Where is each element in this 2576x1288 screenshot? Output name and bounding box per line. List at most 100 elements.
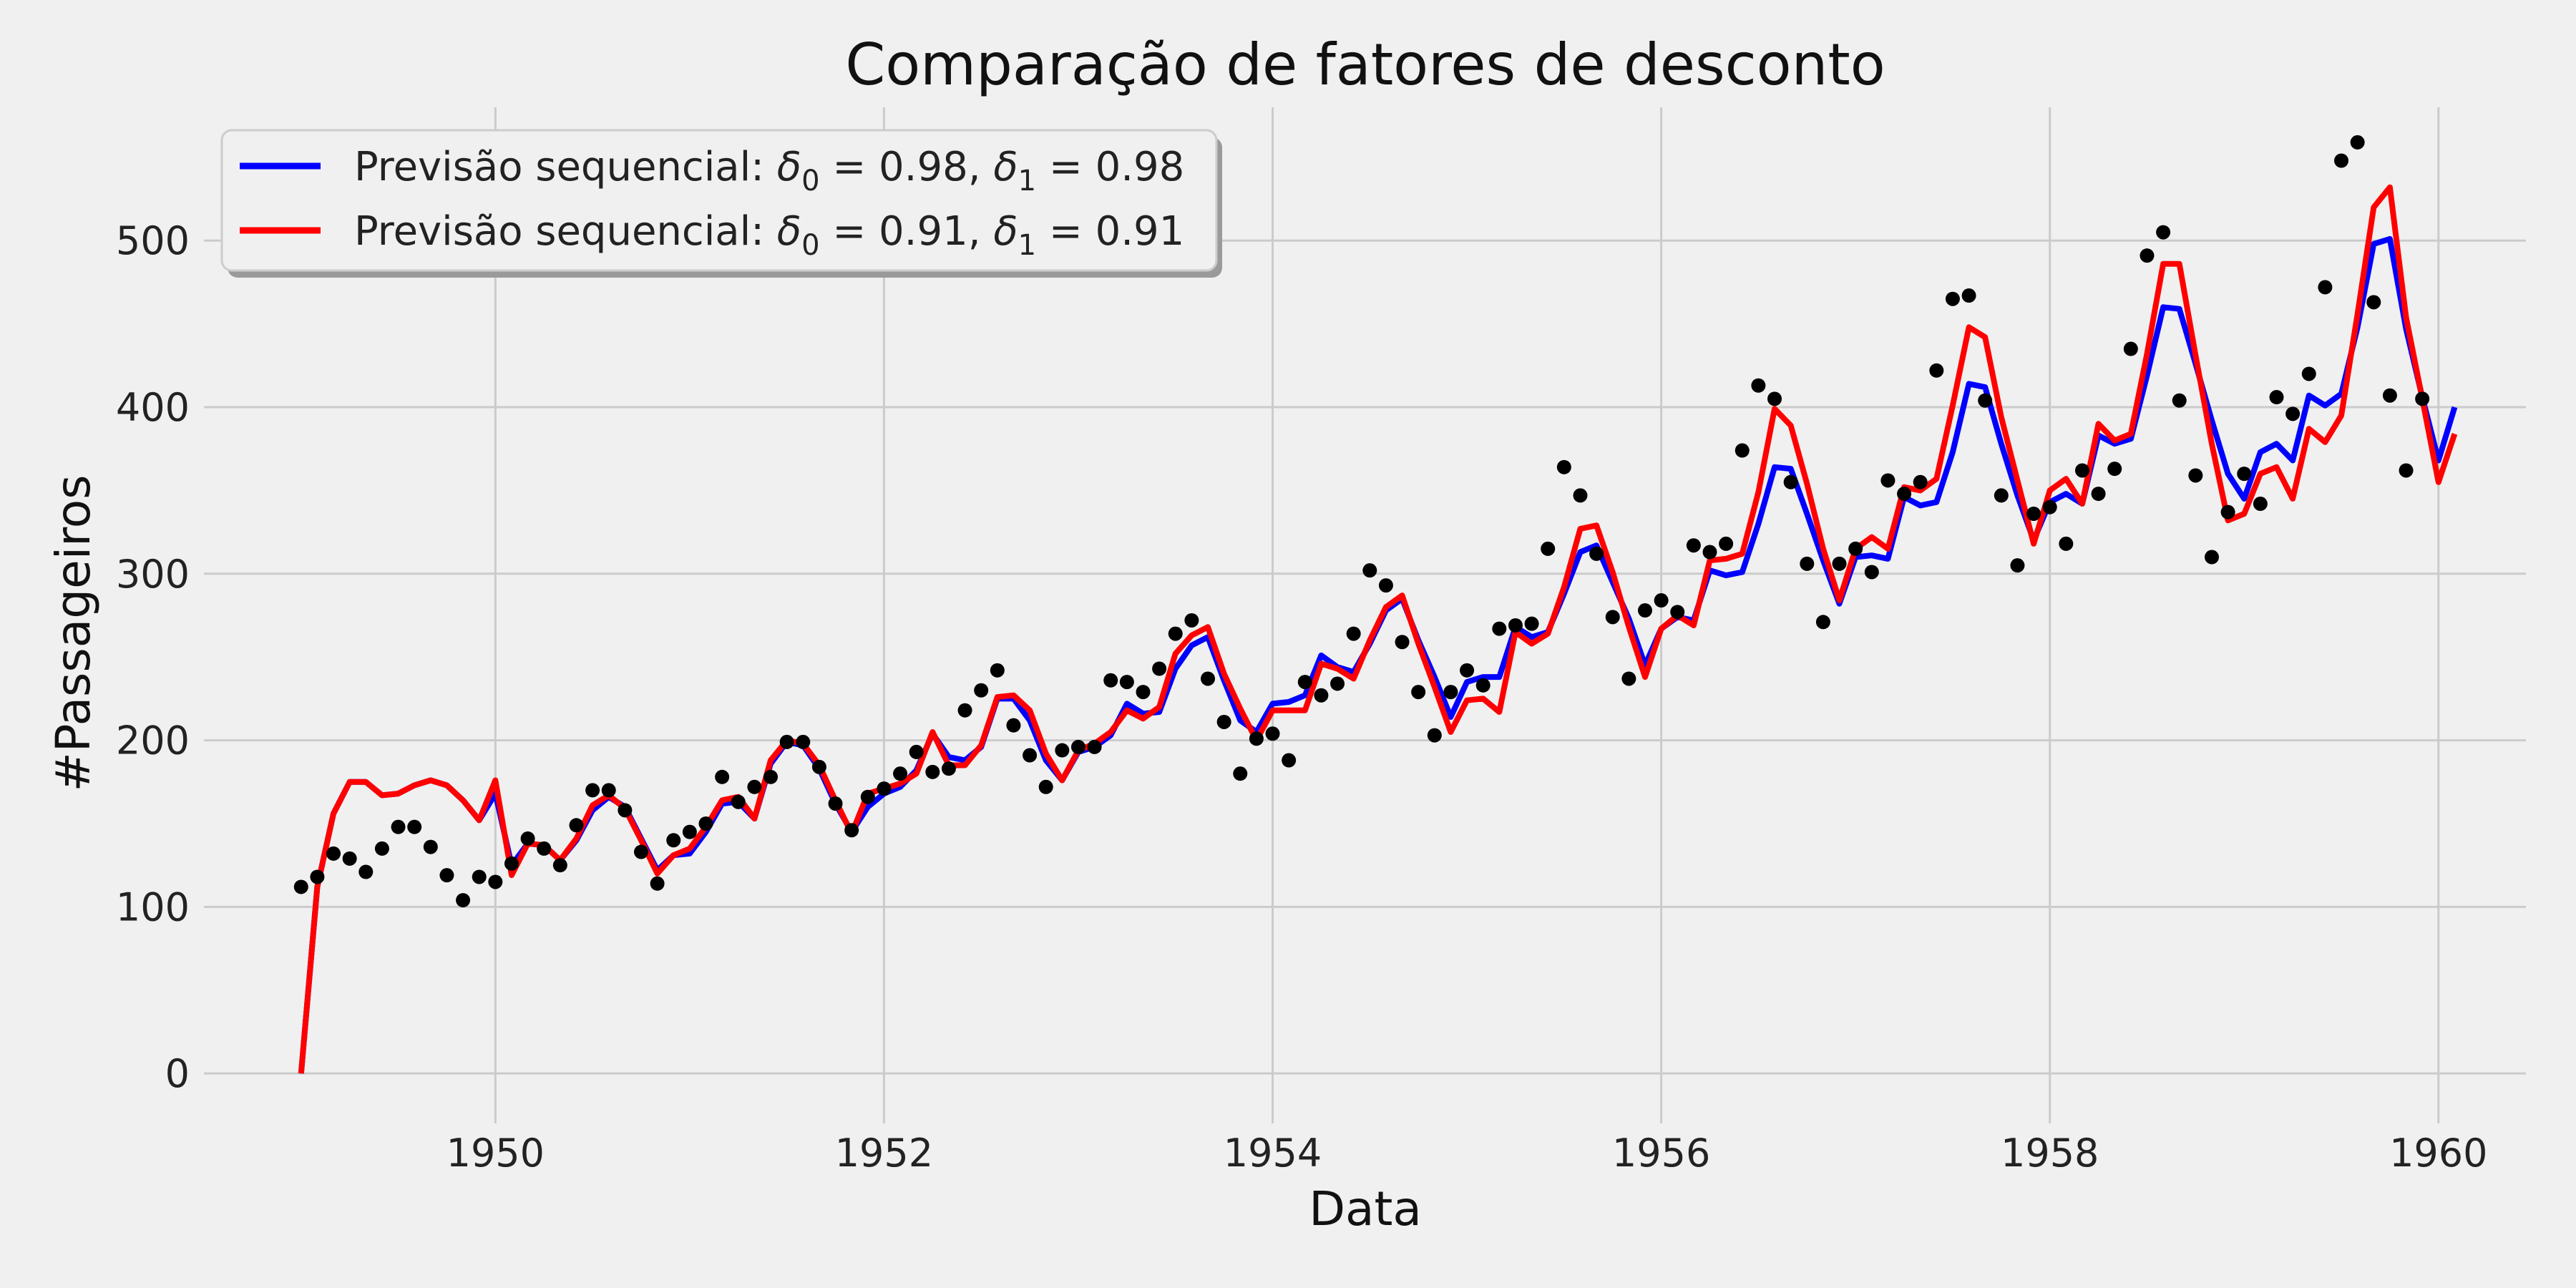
observed-point: [2042, 499, 2057, 514]
observed-point: [1427, 728, 1442, 743]
observed-point: [1719, 536, 1734, 551]
observed-point: [1541, 541, 1556, 556]
observed-point: [1864, 565, 1879, 580]
observed-point: [1006, 718, 1021, 733]
observed-point: [1994, 488, 2009, 503]
observed-point: [2415, 391, 2430, 406]
observed-point: [1136, 685, 1151, 700]
observed-point: [682, 824, 697, 839]
observed-point: [1880, 473, 1896, 488]
observed-point: [731, 794, 746, 809]
observed-point: [1216, 714, 1231, 729]
observed-point: [1783, 474, 1798, 489]
observed-point: [779, 734, 794, 749]
observed-point: [1233, 766, 1248, 781]
observed-point: [293, 879, 308, 894]
observed-point: [666, 833, 681, 848]
observed-point: [439, 868, 454, 883]
observed-point: [2334, 153, 2349, 168]
observed-point: [1961, 288, 1976, 303]
observed-point: [310, 869, 325, 884]
observed-point: [1670, 605, 1685, 620]
observed-point: [2026, 507, 2041, 521]
y-tick-label: 100: [116, 884, 190, 930]
observed-point: [2285, 406, 2301, 421]
observed-point: [747, 779, 762, 794]
observed-point: [1297, 675, 1312, 690]
observed-point: [1735, 443, 1750, 458]
observed-point: [488, 874, 503, 889]
x-tick-label: 1950: [447, 1131, 545, 1176]
x-tick-label: 1956: [1612, 1131, 1710, 1176]
observed-point: [1654, 593, 1669, 608]
observed-point: [957, 703, 972, 718]
observed-point: [974, 683, 989, 698]
observed-point: [326, 846, 341, 861]
observed-point: [537, 841, 552, 856]
y-tick-label: 400: [116, 385, 190, 430]
y-axis-label: #Passageiros: [46, 474, 101, 791]
observed-point: [504, 856, 519, 871]
observed-point: [2107, 462, 2122, 477]
observed-points: [293, 135, 2430, 908]
observed-point: [2269, 390, 2284, 405]
observed-point: [1767, 391, 1782, 406]
observed-point: [844, 823, 859, 838]
y-tick-label: 300: [116, 552, 190, 597]
observed-point: [941, 761, 956, 776]
legend-box: [220, 129, 1218, 272]
observed-point: [1848, 541, 1863, 556]
y-tick-label: 200: [116, 718, 190, 763]
observed-point: [1184, 613, 1199, 628]
observed-point: [1605, 610, 1620, 625]
observed-point: [1330, 676, 1345, 691]
observed-point: [763, 769, 779, 784]
observed-point: [2350, 135, 2365, 150]
observed-point: [456, 893, 471, 908]
observed-point: [1023, 748, 1038, 763]
observed-point: [1800, 556, 1815, 571]
observed-point: [1556, 459, 1571, 474]
observed-point: [698, 816, 713, 831]
observed-point: [1395, 635, 1410, 650]
observed-point: [1346, 626, 1361, 641]
observed-point: [1249, 731, 1264, 746]
observed-point: [1945, 291, 1960, 306]
observed-point: [2253, 497, 2268, 512]
x-axis-label: Data: [1309, 1181, 1422, 1236]
observed-point: [1815, 615, 1830, 630]
observed-point: [715, 769, 730, 784]
observed-point: [2188, 468, 2203, 483]
x-tick-label: 1952: [835, 1131, 933, 1176]
observed-point: [472, 869, 487, 884]
observed-point: [2091, 487, 2106, 502]
observed-point: [2204, 550, 2219, 565]
observed-point: [909, 744, 924, 759]
observed-point: [374, 841, 389, 856]
observed-point: [1702, 545, 1717, 560]
observed-point: [1200, 671, 1215, 686]
observed-point: [1119, 675, 1134, 690]
observed-point: [1832, 556, 1847, 571]
x-tick-label: 1954: [1224, 1131, 1322, 1176]
observed-point: [633, 844, 648, 859]
observed-point: [358, 864, 374, 879]
observed-point: [1637, 603, 1652, 618]
observed-point: [2074, 463, 2089, 478]
observed-point: [1282, 753, 1297, 768]
observed-point: [860, 789, 875, 804]
observed-point: [2382, 388, 2397, 403]
observed-point: [585, 783, 600, 798]
observed-point: [407, 819, 422, 834]
observed-point: [1913, 474, 1928, 489]
observed-point: [1460, 663, 1475, 678]
y-tick-label: 500: [116, 218, 190, 263]
observed-point: [1055, 743, 1070, 758]
legend-label-red: Previsão sequencial: δ0 = 0.91, δ1 = 0.9…: [354, 208, 1184, 262]
observed-point: [2140, 248, 2155, 263]
observed-point: [1751, 378, 1766, 393]
series-line-red: [298, 184, 2458, 1074]
observed-point: [2399, 463, 2414, 478]
observed-point: [520, 831, 535, 846]
observed-point: [925, 764, 940, 779]
